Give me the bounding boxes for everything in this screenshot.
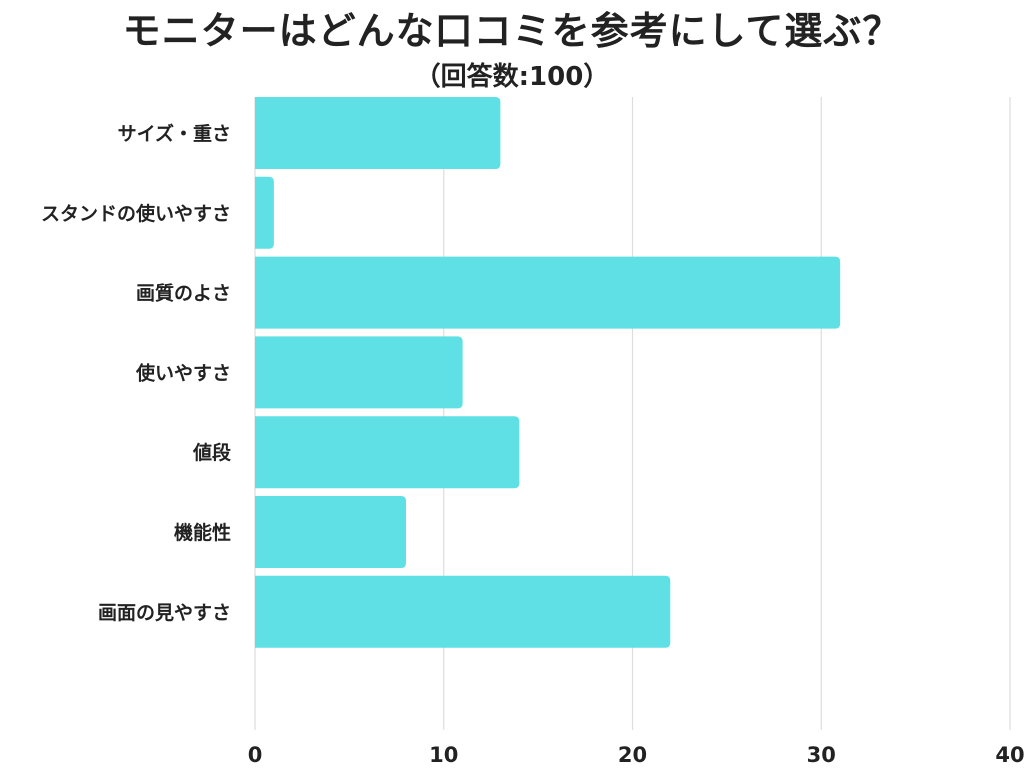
chart-subtitle: （回答数:100）: [414, 62, 610, 92]
bar: [255, 176, 274, 249]
category-label: 使いやすさ: [135, 362, 231, 384]
x-tick-label: 10: [429, 743, 458, 767]
x-tick-label: 20: [618, 743, 647, 767]
bar: [255, 256, 841, 329]
category-label: 値段: [192, 441, 232, 464]
bar: [255, 496, 406, 568]
category-label: サイズ・重さ: [118, 122, 231, 145]
category-label: 画質のよさ: [136, 282, 231, 305]
bar: [255, 336, 463, 409]
bar: [255, 97, 501, 169]
bar: [255, 575, 671, 648]
chart-title: モニターはどんな口コミを参考にして選ぶ？: [122, 9, 902, 53]
bars: [255, 97, 841, 648]
x-tick-label: 30: [807, 743, 836, 767]
x-tick-label: 40: [995, 743, 1024, 767]
category-label: 画面の見やすさ: [98, 602, 231, 624]
bar: [255, 416, 520, 489]
x-tick-label: 0: [248, 743, 263, 767]
x-axis-ticks: 0 10 20 30 40: [248, 743, 1024, 767]
category-label: 機能性: [174, 521, 231, 544]
category-label: スタンドの使いやすさ: [41, 203, 231, 225]
